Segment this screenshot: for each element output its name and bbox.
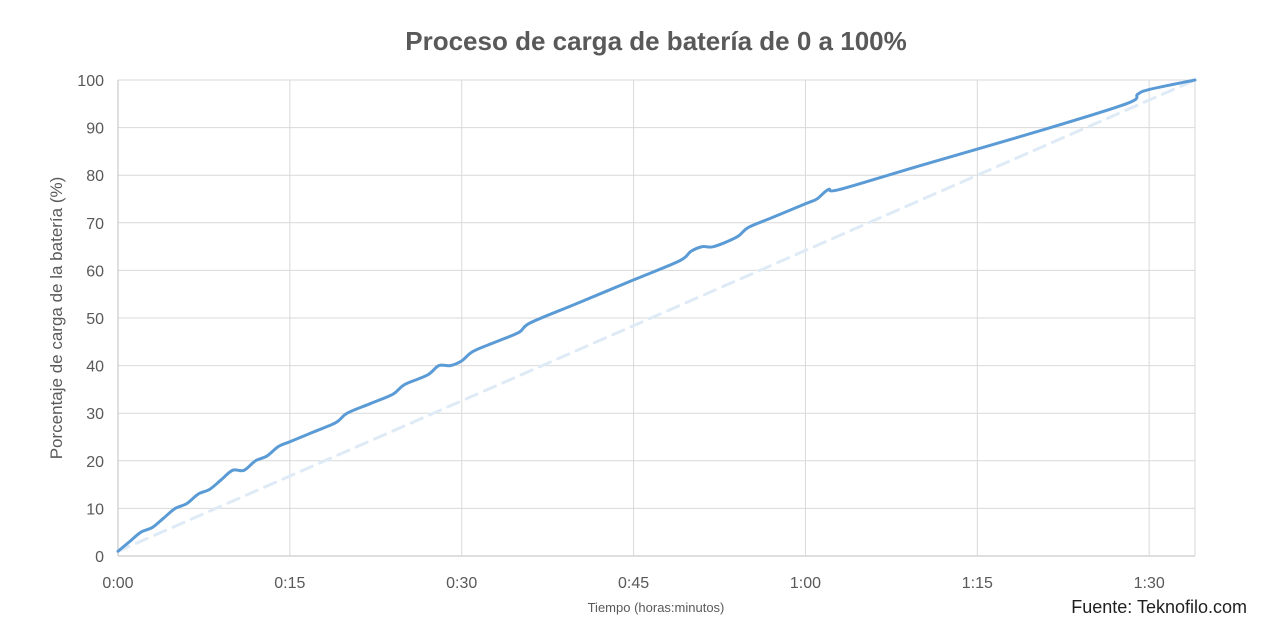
y-tick-label: 100	[77, 73, 104, 90]
y-tick-label: 90	[86, 121, 104, 138]
x-tick-label: 1:30	[1134, 575, 1165, 592]
chart-title: Proceso de carga de batería de 0 a 100%	[405, 26, 907, 56]
tick-labels: 0 10 20 30 40 50 60 70 80 90 100 0:00 0:15 0:30 0:45 1:…	[77, 73, 1165, 592]
y-tick-label: 20	[86, 454, 104, 471]
y-tick-label: 0	[95, 549, 104, 566]
y-tick-label: 80	[86, 168, 104, 185]
series-group	[116, 78, 1197, 553]
series-line-reference	[116, 78, 1197, 553]
y-tick-label: 30	[86, 406, 104, 423]
y-tick-label: 10	[86, 501, 104, 518]
y-tick-label: 70	[86, 216, 104, 233]
x-tick-label: 0:30	[446, 575, 477, 592]
x-tick-label: 1:00	[790, 575, 821, 592]
x-tick-label: 0:45	[618, 575, 649, 592]
x-tick-label: 0:15	[274, 575, 305, 592]
series-line-charge	[116, 78, 1197, 553]
x-axis-title: Tiempo (horas:minutos)	[587, 600, 725, 615]
source-credit: Fuente: Teknofilo.com	[1071, 597, 1247, 617]
y-tick-label: 60	[86, 263, 104, 280]
y-tick-label: 50	[86, 311, 104, 328]
y-tick-label: 40	[86, 359, 104, 376]
x-tick-label: 0:00	[102, 575, 133, 592]
x-tick-label: 1:15	[962, 575, 993, 592]
